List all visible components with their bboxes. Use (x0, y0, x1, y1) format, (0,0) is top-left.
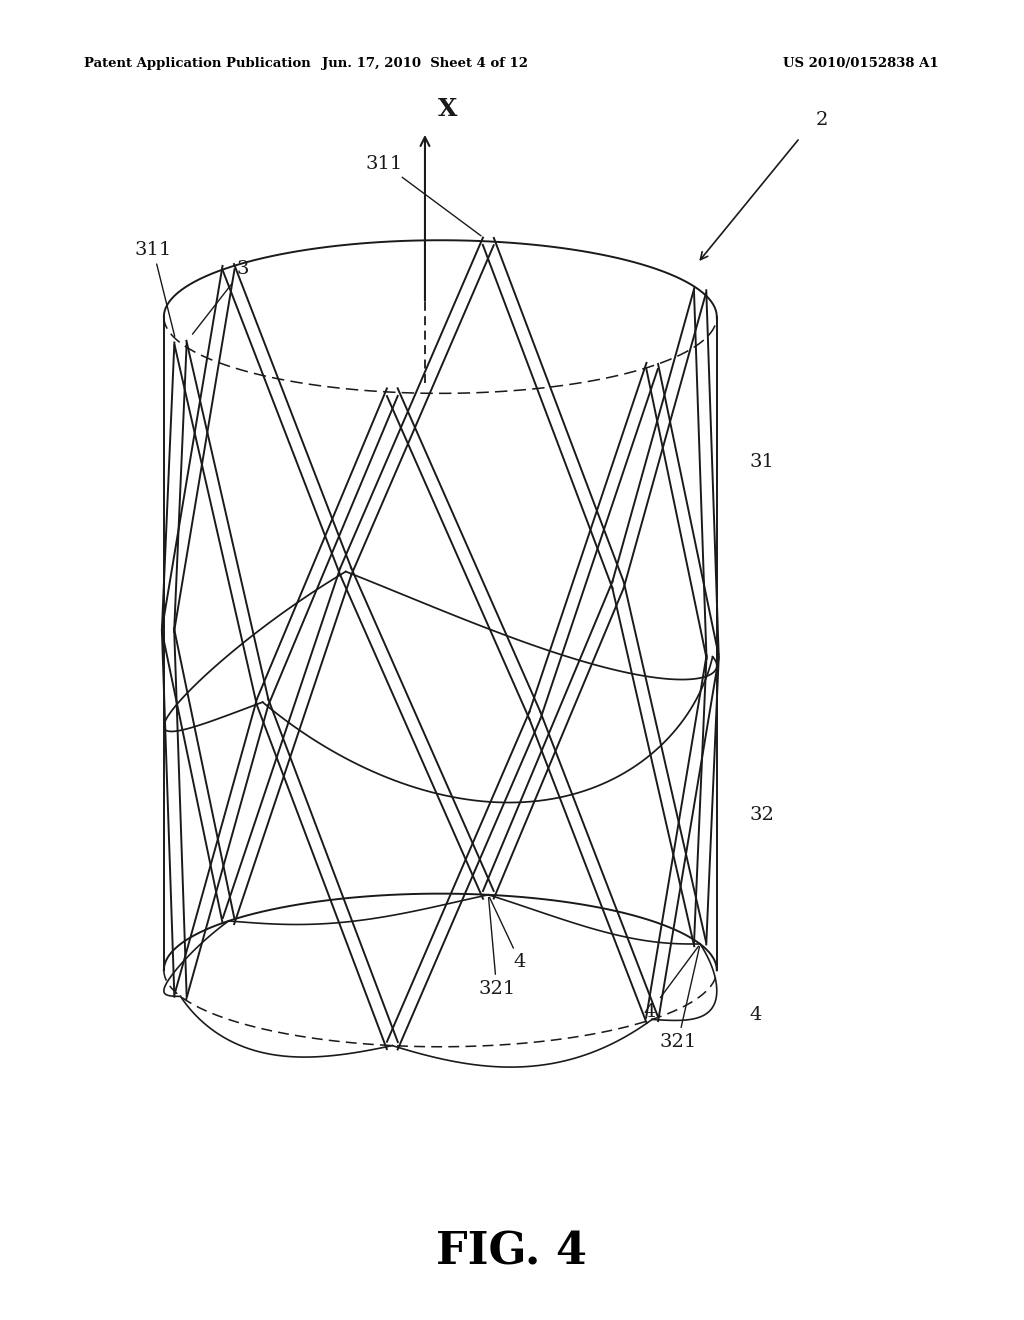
Text: 4: 4 (489, 898, 526, 972)
Text: 4: 4 (644, 946, 698, 1020)
Text: 321: 321 (659, 946, 699, 1051)
Text: 2: 2 (815, 111, 827, 128)
Text: 311: 311 (366, 154, 481, 236)
Text: 311: 311 (134, 240, 175, 337)
Text: 31: 31 (750, 453, 774, 471)
Text: 32: 32 (750, 807, 774, 824)
Text: 3: 3 (193, 260, 249, 334)
Text: X: X (438, 98, 458, 121)
Text: Jun. 17, 2010  Sheet 4 of 12: Jun. 17, 2010 Sheet 4 of 12 (322, 57, 528, 70)
Text: US 2010/0152838 A1: US 2010/0152838 A1 (783, 57, 939, 70)
Text: Patent Application Publication: Patent Application Publication (84, 57, 310, 70)
Text: FIG. 4: FIG. 4 (436, 1230, 588, 1274)
Text: 4: 4 (750, 1006, 762, 1024)
Text: 321: 321 (478, 898, 515, 998)
